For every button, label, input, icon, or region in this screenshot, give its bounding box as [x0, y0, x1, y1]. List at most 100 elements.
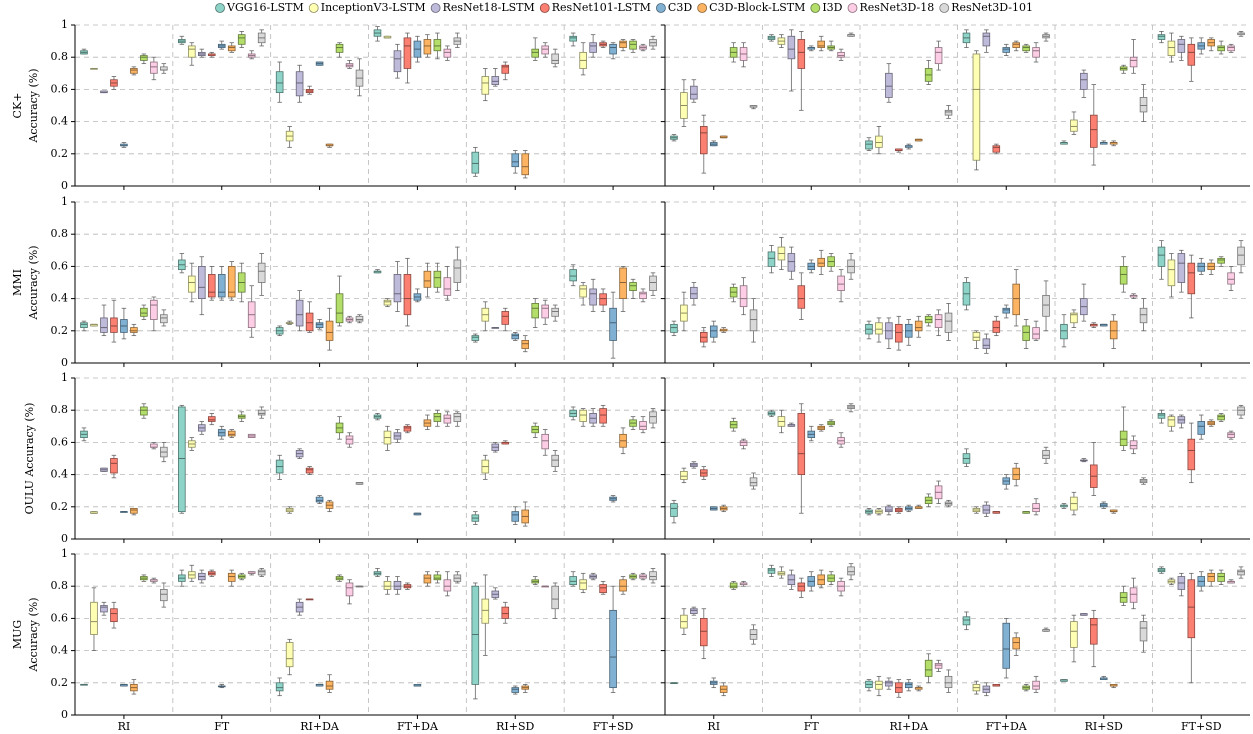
box: [1197, 421, 1206, 435]
x-tick-label: FT: [804, 720, 820, 733]
box: [599, 584, 607, 594]
box: [140, 406, 148, 416]
box: [491, 76, 500, 85]
legend-label: VGG16-LSTM: [226, 1, 304, 14]
y-tick-label: 0.2: [51, 500, 69, 513]
box: [511, 511, 520, 522]
box: [934, 663, 943, 669]
box: [1207, 572, 1215, 582]
legend-marker: [539, 3, 550, 13]
box: [1032, 327, 1040, 340]
legend-marker: [697, 3, 708, 13]
y-axis-label: OULU Accuracy (%): [23, 403, 36, 515]
box: [670, 323, 678, 333]
box: [501, 311, 510, 325]
legend-label: ResNet3D-18: [860, 1, 935, 14]
y-tick-label: 0: [61, 356, 68, 369]
box: [237, 34, 246, 45]
box: [1167, 40, 1176, 56]
box: [140, 55, 148, 61]
box: [797, 39, 806, 69]
box: [690, 608, 698, 614]
box: [501, 64, 510, 74]
box: [551, 454, 559, 467]
box: [709, 325, 718, 338]
box: [1119, 265, 1128, 285]
box: [403, 425, 412, 432]
box: [885, 72, 893, 98]
box: [579, 409, 587, 422]
box: [579, 285, 587, 298]
box: [1042, 294, 1050, 317]
y-tick-label: 0.6: [51, 435, 69, 448]
box: [904, 682, 913, 689]
legend-marker: [215, 3, 225, 13]
box: [649, 275, 657, 291]
box: [749, 477, 758, 487]
box: [305, 312, 314, 332]
box: [345, 435, 354, 445]
box: [150, 61, 158, 74]
y-tick-label: 0.4: [51, 292, 69, 305]
box: [433, 270, 442, 288]
box: [531, 303, 540, 319]
box: [690, 286, 698, 299]
box: [188, 45, 196, 58]
box: [551, 585, 559, 610]
box: [875, 680, 883, 690]
box: [1187, 579, 1196, 639]
box: [1032, 47, 1040, 58]
box: [609, 609, 617, 689]
box: [639, 421, 647, 430]
box: [992, 320, 1001, 333]
box: [541, 45, 549, 55]
box: [1177, 253, 1186, 283]
box: [393, 50, 402, 73]
box: [700, 126, 708, 155]
box: [817, 40, 825, 48]
box: [1012, 467, 1020, 480]
box: [1187, 43, 1196, 66]
box: [729, 582, 738, 589]
box: [749, 309, 758, 332]
box: [257, 262, 266, 283]
box: [895, 323, 903, 343]
legend-label: ResNet18-LSTM: [443, 1, 535, 14]
legend-marker: [430, 3, 441, 13]
y-tick-label: 0.8: [51, 579, 69, 592]
box: [1032, 680, 1040, 690]
box: [569, 576, 577, 585]
box: [914, 320, 923, 332]
box: [423, 39, 432, 55]
box: [629, 282, 637, 291]
box: [501, 606, 510, 619]
box: [1002, 622, 1011, 669]
y-tick-label: 0.4: [51, 468, 69, 481]
box: [393, 274, 402, 303]
box: [325, 680, 334, 690]
box: [453, 413, 462, 422]
legend-label: I3D: [822, 1, 842, 14]
box: [865, 140, 873, 150]
box: [629, 40, 637, 50]
box: [227, 430, 236, 437]
box: [207, 274, 216, 298]
box: [275, 71, 284, 94]
box: [817, 257, 825, 267]
x-tick-label: FT+DA: [986, 720, 1028, 733]
y-tick-label: 0.6: [51, 82, 69, 95]
box: [680, 470, 688, 480]
box: [207, 416, 216, 422]
box: [982, 32, 991, 47]
y-tick-label: 0.6: [51, 259, 69, 272]
box: [1139, 621, 1148, 642]
box: [847, 566, 855, 576]
box: [1012, 42, 1020, 48]
box: [150, 299, 158, 320]
box: [1070, 621, 1078, 648]
box: [140, 307, 148, 317]
x-tick-label: FT+DA: [397, 720, 439, 733]
box: [837, 51, 845, 58]
box: [1139, 307, 1148, 324]
box: [227, 572, 236, 582]
